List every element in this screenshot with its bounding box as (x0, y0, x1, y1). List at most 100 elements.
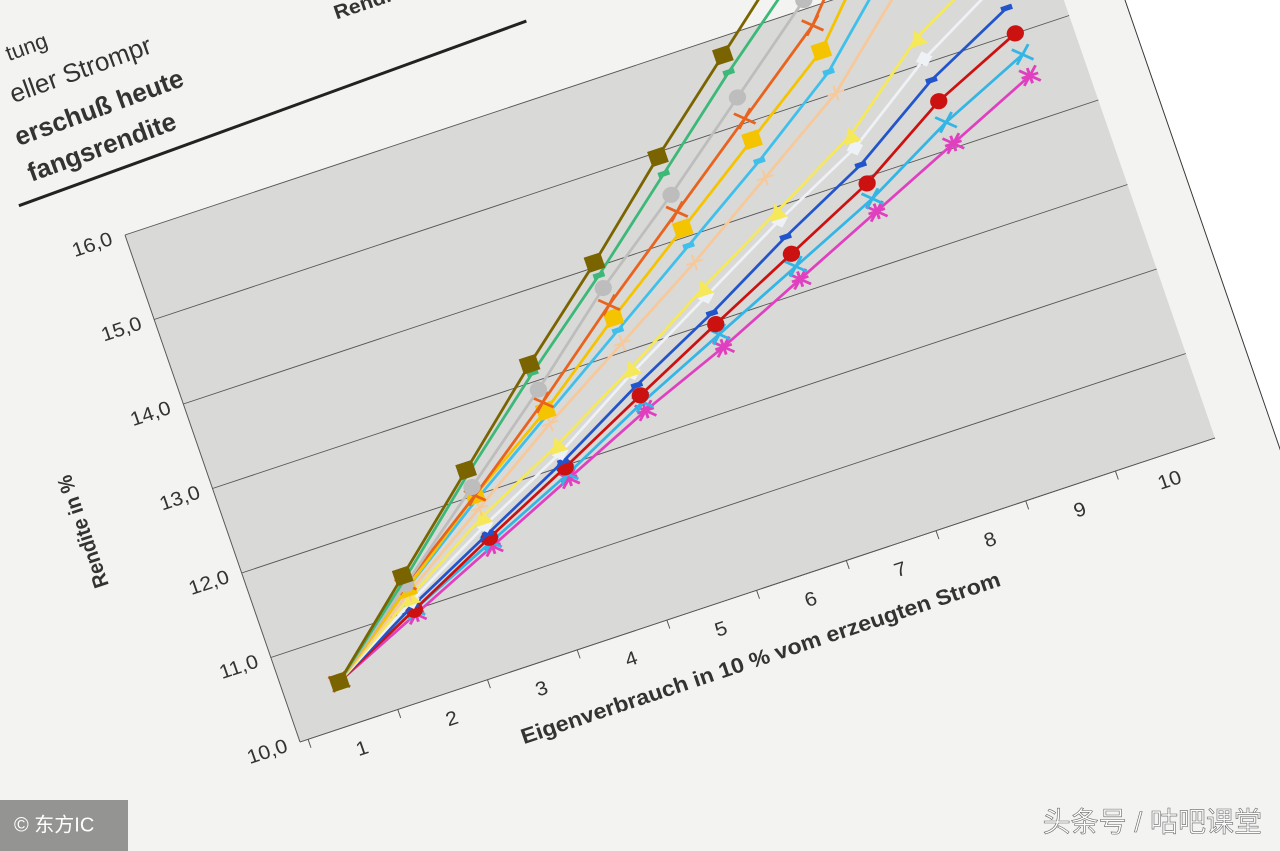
point (752, 156, 766, 166)
legend: Jahr 7Jahr 5Jahr 6Jahr 8 (1024, 0, 1280, 455)
x-tick (935, 530, 940, 540)
series-line (338, 0, 921, 683)
point (625, 360, 642, 379)
series-line (338, 0, 947, 683)
point (782, 245, 801, 262)
point (728, 89, 747, 106)
point (671, 218, 694, 239)
point (810, 40, 833, 62)
x-tick (397, 709, 402, 719)
point (930, 93, 948, 110)
point (1011, 43, 1035, 66)
point (705, 308, 719, 318)
rule (18, 19, 527, 208)
point (1018, 64, 1042, 87)
grid-line (212, 184, 1128, 489)
point (756, 169, 774, 186)
point (925, 75, 938, 85)
series-line (338, 0, 962, 683)
point (328, 671, 351, 693)
point (779, 232, 792, 242)
point (858, 175, 876, 192)
point (771, 203, 788, 222)
x-tick (307, 739, 312, 748)
point (592, 270, 606, 280)
point (784, 255, 808, 278)
point (1000, 3, 1013, 13)
point (529, 381, 547, 398)
point (551, 436, 569, 455)
x-tick (576, 649, 581, 659)
x-axis (299, 437, 1216, 743)
series-line (338, 0, 973, 683)
point (531, 391, 555, 414)
point (602, 307, 625, 328)
point (860, 187, 884, 210)
point (865, 200, 889, 223)
point (712, 336, 736, 358)
point (941, 132, 965, 155)
point (557, 467, 581, 490)
series-line (338, 0, 999, 683)
series-line (338, 0, 992, 683)
x-tick (845, 560, 850, 570)
point (911, 30, 928, 49)
point (934, 111, 958, 134)
x-tick (487, 679, 491, 689)
point (665, 200, 689, 223)
point (827, 85, 845, 101)
point (846, 140, 864, 156)
point (915, 51, 933, 67)
point (712, 44, 734, 66)
point (583, 252, 606, 274)
point (657, 169, 671, 179)
point (697, 280, 715, 299)
point (455, 459, 478, 481)
point (597, 294, 621, 316)
watermark: © 东方IC (14, 813, 94, 836)
x-tick (1114, 470, 1119, 480)
x-tick (756, 590, 760, 599)
point (631, 387, 649, 404)
point (1006, 25, 1024, 42)
point (463, 478, 481, 496)
point (481, 529, 495, 538)
point (741, 129, 763, 151)
grid-line (124, 0, 1041, 236)
point (707, 316, 725, 333)
legend-box (1024, 0, 1280, 455)
series-line (337, 0, 892, 683)
point (480, 535, 504, 558)
point (682, 241, 695, 250)
point (647, 146, 669, 168)
point (391, 565, 414, 587)
y-axis (124, 234, 301, 743)
point (801, 14, 825, 37)
point (556, 457, 570, 466)
point (630, 380, 644, 390)
point (613, 335, 631, 351)
point (795, 0, 813, 9)
series-line (338, 0, 900, 683)
point (788, 268, 812, 291)
series-line (338, 32, 1017, 683)
point (634, 399, 658, 422)
point (685, 254, 703, 271)
point (518, 353, 541, 375)
point (844, 127, 862, 146)
point (594, 279, 612, 297)
point (722, 67, 736, 77)
series-line (338, 0, 935, 683)
point (662, 186, 680, 203)
point (611, 325, 625, 335)
point (854, 160, 868, 170)
grid-line (241, 268, 1157, 574)
series-line (338, 7, 1008, 683)
watermark: 头条号 / 咕吧课堂 (1043, 806, 1262, 837)
x-tick (1025, 500, 1030, 510)
point (822, 67, 835, 77)
series-line (338, 74, 1031, 683)
watermark-box (0, 800, 128, 851)
point (733, 107, 757, 130)
